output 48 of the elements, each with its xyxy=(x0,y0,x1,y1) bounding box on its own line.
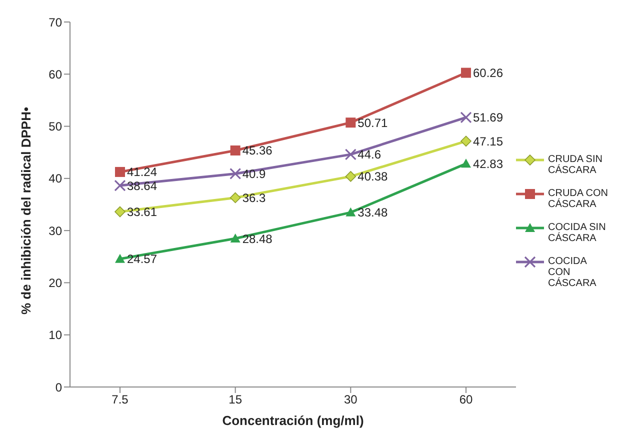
point xyxy=(230,168,242,180)
x-tick-label: 15 xyxy=(228,392,242,407)
y-tick-label: 10 xyxy=(48,328,62,342)
point xyxy=(461,158,471,168)
legend-label: CRUDA CON CÁSCARA xyxy=(548,188,610,210)
point xyxy=(460,112,472,124)
point xyxy=(115,254,125,263)
data-label: 40.9 xyxy=(242,166,266,181)
data-label: 47.15 xyxy=(473,134,504,148)
data-label: 51.69 xyxy=(473,110,504,125)
point xyxy=(230,192,241,204)
y-tick-label: 50 xyxy=(48,120,62,134)
data-label: 50.71 xyxy=(358,116,388,130)
point xyxy=(460,136,472,147)
data-label: 42.83 xyxy=(473,156,504,171)
point xyxy=(346,118,356,128)
legend-label: COCIDA CON CÁSCARA xyxy=(548,256,598,289)
data-label: 24.57 xyxy=(127,252,158,266)
y-tick-label: 60 xyxy=(48,67,62,82)
x-tick-label: 60 xyxy=(459,392,473,407)
legend-label: COCIDA SIN CÁSCARA xyxy=(548,222,607,244)
y-tick-label: 40 xyxy=(48,172,62,186)
data-label: 33.48 xyxy=(358,206,388,220)
y-tick-label: 20 xyxy=(48,276,62,290)
data-label: 40.38 xyxy=(358,170,388,184)
point xyxy=(461,68,471,78)
x-tick-label: 30 xyxy=(344,392,358,407)
point xyxy=(230,145,240,156)
point xyxy=(345,171,356,182)
data-label: 45.36 xyxy=(242,144,273,158)
data-label: 36.3 xyxy=(242,190,266,205)
y-tick-label: 0 xyxy=(55,380,62,394)
point xyxy=(114,206,126,218)
x-axis-title: Concentración (mg/ml) xyxy=(222,413,364,428)
y-tick-label: 70 xyxy=(48,15,62,30)
data-label: 60.26 xyxy=(473,66,504,80)
point xyxy=(346,207,356,216)
point xyxy=(115,166,125,177)
point xyxy=(114,180,126,192)
data-label: 28.48 xyxy=(242,232,273,246)
legend-label: CRUDA SIN CÁSCARA xyxy=(548,154,604,176)
y-tick-label: 30 xyxy=(48,224,62,238)
x-tick-label: 7.5 xyxy=(112,392,129,407)
data-label: 44.6 xyxy=(358,148,382,162)
data-label: 41.24 xyxy=(127,165,158,180)
y-axis-title: % de inhibición del radical DPPH• xyxy=(18,106,34,314)
point xyxy=(230,233,240,242)
point xyxy=(344,148,356,160)
